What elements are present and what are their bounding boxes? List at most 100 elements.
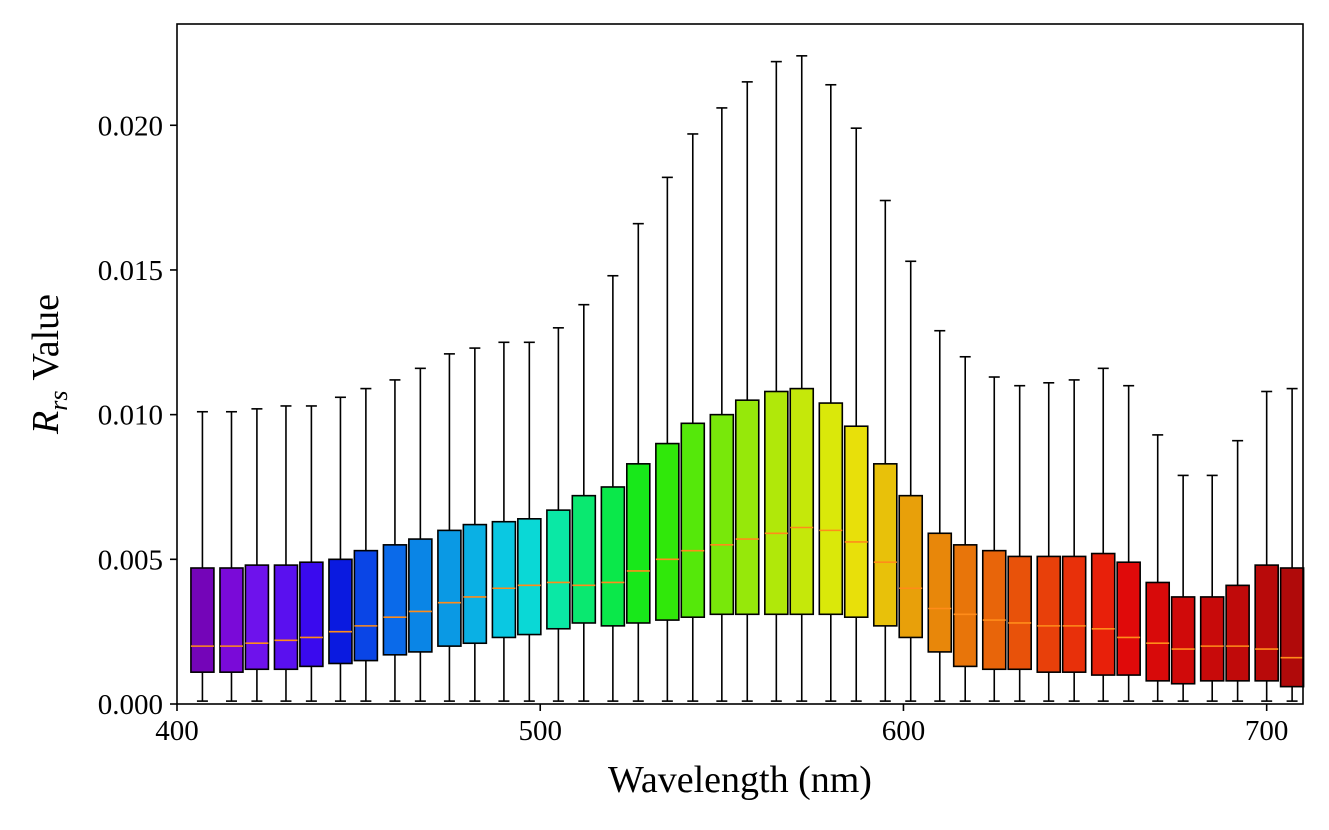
box-body bbox=[1090, 552, 1116, 676]
box-body bbox=[1279, 567, 1305, 688]
box-662 bbox=[1116, 384, 1141, 702]
box-body bbox=[600, 486, 626, 627]
box-body bbox=[898, 494, 924, 639]
box-467 bbox=[408, 367, 433, 702]
box-body bbox=[818, 402, 844, 616]
box-595 bbox=[872, 199, 898, 702]
box-610 bbox=[927, 329, 953, 702]
box-430 bbox=[273, 405, 299, 702]
box-475 bbox=[437, 353, 462, 702]
box-body bbox=[190, 567, 215, 673]
y-tick-label: 0.005 bbox=[98, 544, 163, 576]
box-body bbox=[981, 549, 1007, 671]
box-body bbox=[328, 558, 353, 665]
x-axis-title: Wavelength (nm) bbox=[608, 759, 872, 801]
box-group bbox=[190, 55, 1305, 702]
box-700 bbox=[1254, 390, 1279, 702]
box-body bbox=[382, 544, 408, 656]
box-body bbox=[491, 520, 517, 639]
box-body bbox=[517, 518, 542, 636]
box-677 bbox=[1170, 474, 1196, 702]
svg-text:RrsValue: Rrs Value bbox=[25, 294, 73, 435]
box-body bbox=[462, 523, 488, 645]
box-body bbox=[1007, 555, 1032, 671]
box-707 bbox=[1279, 387, 1305, 702]
box-body bbox=[625, 463, 651, 624]
box-542 bbox=[680, 133, 706, 702]
box-415 bbox=[219, 410, 244, 702]
x-tick-label: 600 bbox=[882, 715, 926, 747]
box-body bbox=[408, 538, 433, 653]
box-572 bbox=[789, 55, 815, 702]
box-587 bbox=[843, 127, 869, 702]
box-body bbox=[680, 422, 706, 618]
box-685 bbox=[1199, 474, 1225, 702]
y-tick-label: 0.015 bbox=[98, 255, 163, 287]
box-655 bbox=[1090, 367, 1116, 702]
box-body bbox=[437, 529, 462, 647]
y-axis-subscript: rs bbox=[44, 391, 73, 411]
box-505 bbox=[546, 327, 571, 702]
x-tick-label: 500 bbox=[518, 715, 562, 747]
box-647 bbox=[1061, 379, 1087, 702]
box-437 bbox=[299, 405, 324, 702]
box-670 bbox=[1145, 434, 1171, 702]
box-407 bbox=[190, 410, 215, 702]
box-497 bbox=[517, 341, 542, 702]
box-527 bbox=[625, 222, 651, 702]
box-617 bbox=[952, 355, 978, 702]
plot-frame bbox=[176, 23, 1304, 705]
box-body bbox=[546, 509, 571, 630]
box-565 bbox=[764, 60, 789, 702]
box-body bbox=[1254, 564, 1279, 682]
box-520 bbox=[600, 274, 626, 702]
x-tick-label: 400 bbox=[155, 715, 199, 747]
box-body bbox=[1145, 581, 1171, 682]
box-body bbox=[872, 463, 898, 627]
box-580 bbox=[818, 83, 844, 702]
box-550 bbox=[709, 107, 735, 702]
box-body bbox=[1199, 596, 1225, 682]
box-body bbox=[764, 390, 789, 616]
box-body bbox=[353, 549, 379, 662]
x-tick-label: 700 bbox=[1245, 715, 1289, 747]
y-axis-title: Rrs Value bbox=[25, 294, 73, 435]
box-602 bbox=[898, 260, 924, 702]
box-640 bbox=[1036, 382, 1062, 702]
box-body bbox=[952, 544, 978, 668]
box-body bbox=[734, 399, 760, 616]
box-512 bbox=[571, 303, 597, 702]
box-692 bbox=[1225, 439, 1250, 702]
box-490 bbox=[491, 341, 517, 702]
box-body bbox=[1036, 555, 1062, 673]
x-axis-ticks: 400 500 600 700 bbox=[155, 704, 1288, 747]
box-460 bbox=[382, 379, 408, 702]
box-body bbox=[1116, 561, 1141, 676]
box-body bbox=[1061, 555, 1087, 673]
box-535 bbox=[655, 176, 680, 702]
box-625 bbox=[981, 376, 1007, 702]
box-body bbox=[789, 387, 815, 616]
box-body bbox=[244, 564, 270, 671]
box-body bbox=[1170, 596, 1196, 685]
y-axis-symbol: R bbox=[25, 411, 67, 435]
box-body bbox=[927, 532, 953, 653]
y-tick-label: 0.010 bbox=[98, 400, 163, 432]
box-body bbox=[1225, 584, 1250, 682]
box-452 bbox=[353, 387, 379, 702]
y-axis-suffix: Value bbox=[25, 294, 67, 381]
box-482 bbox=[462, 347, 488, 702]
box-body bbox=[299, 561, 324, 668]
box-body bbox=[571, 494, 597, 624]
box-422 bbox=[244, 408, 270, 702]
y-tick-label: 0.020 bbox=[98, 110, 163, 142]
box-557 bbox=[734, 81, 760, 702]
box-body bbox=[843, 425, 869, 618]
box-body bbox=[655, 442, 680, 621]
box-body bbox=[709, 413, 735, 616]
box-445 bbox=[328, 396, 353, 702]
box-body bbox=[219, 567, 244, 673]
box-body bbox=[273, 564, 299, 671]
y-axis-ticks: 0.000 0.005 0.010 0.015 0.020 bbox=[98, 110, 177, 721]
